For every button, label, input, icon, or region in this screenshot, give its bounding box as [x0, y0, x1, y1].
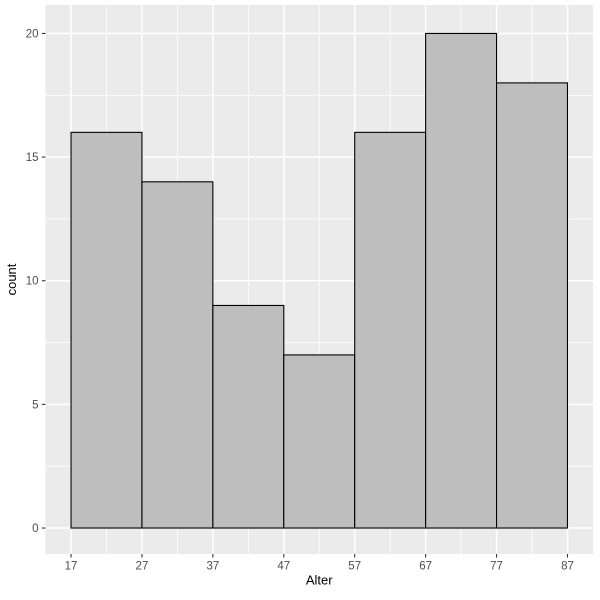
histogram-bar: [495, 82, 569, 529]
x-axis-tick-label: 17: [65, 561, 78, 573]
y-axis-tick-label: 5: [32, 399, 38, 411]
x-axis-tick-label: 37: [206, 561, 219, 573]
x-axis-tick-label: 67: [419, 561, 432, 573]
x-axis-tick-label: 87: [561, 561, 574, 573]
x-axis-tick-label: 27: [136, 561, 149, 573]
y-axis-tick-label: 10: [26, 276, 39, 288]
y-axis-title: count: [4, 263, 19, 295]
y-axis-tick-label: 15: [26, 152, 39, 164]
histogram-bar: [212, 304, 285, 529]
histogram-bar: [283, 354, 356, 529]
x-axis-tick-label: 47: [277, 561, 290, 573]
histogram-bar: [141, 181, 214, 529]
histogram-bar: [425, 32, 498, 529]
x-axis-tick-label: 77: [490, 561, 503, 573]
y-axis-tick-label: 20: [26, 28, 39, 40]
histogram-bar: [354, 131, 427, 529]
histogram-bar: [70, 131, 143, 529]
x-axis-tick-label: 57: [348, 561, 361, 573]
x-axis-title: Alter: [306, 573, 333, 588]
y-axis-tick-label: 0: [32, 523, 38, 535]
